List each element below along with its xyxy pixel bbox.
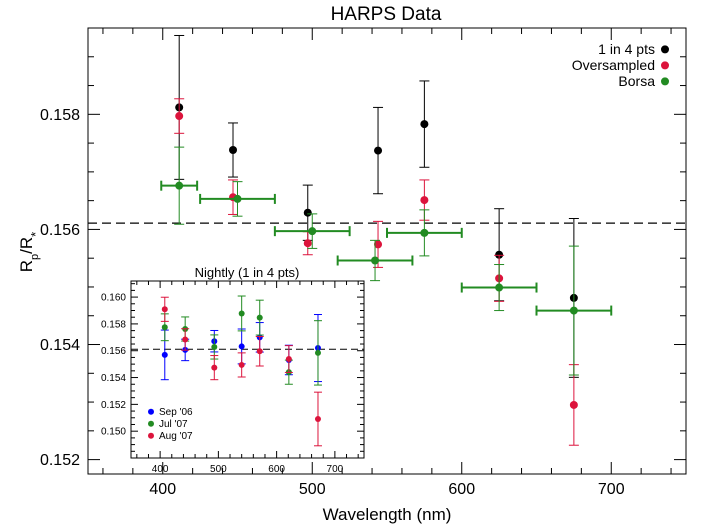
- inset-data-point: [314, 349, 321, 356]
- main-plot-frame: [87, 27, 687, 475]
- inset-data-point: [211, 343, 218, 350]
- main-y-tick-label: 0.154: [40, 337, 80, 354]
- inset-data-point: [285, 356, 292, 363]
- inset-x-tick-label: 400: [152, 464, 169, 475]
- main-y-tick-label: 0.152: [40, 452, 80, 469]
- main-legend-label: 1 in 4 pts: [598, 41, 655, 57]
- main-data-point: [175, 181, 184, 190]
- main-data-point: [420, 196, 429, 205]
- inset-legend-marker: [148, 432, 154, 439]
- inset-legend-label: Sep '06: [159, 407, 193, 418]
- main-data-point: [374, 146, 383, 155]
- main-tick-labels: 400 500 600 700 0.152 0.154 0.156 0.158: [40, 107, 625, 498]
- main-data-point: [420, 120, 429, 129]
- inset-data-points: [160, 295, 322, 447]
- main-x-tick-label: 600: [448, 481, 475, 498]
- inset-y-tick-label: 0.152: [101, 400, 126, 411]
- main-data-point: [175, 112, 184, 121]
- main-data-point: [371, 256, 380, 265]
- inset-legend-marker: [148, 420, 154, 427]
- main-x-tick-label: 700: [598, 481, 625, 498]
- inset-x-tick-label: 500: [210, 464, 227, 475]
- main-legend-marker: [661, 77, 669, 86]
- main-data-point: [420, 228, 429, 237]
- main-data-point: [374, 240, 383, 249]
- inset-data-point: [256, 348, 263, 355]
- main-data-point: [303, 239, 312, 248]
- main-axis-ticks: [88, 27, 686, 474]
- inset-y-tick-label: 0.158: [101, 319, 126, 330]
- main-legend-label: Borsa: [618, 73, 655, 89]
- inset-series: [160, 296, 322, 447]
- inset-chart: Nightly (1 in 4 pts) 400 500 600 700 0.150 0.…: [101, 265, 365, 475]
- main-data-points: [160, 34, 613, 446]
- main-data-point: [303, 208, 312, 217]
- inset-data-point: [182, 336, 189, 343]
- main-legend-label: Oversampled: [572, 57, 655, 73]
- inset-y-tick-label: 0.150: [101, 427, 126, 438]
- inset-x-tick-label: 700: [327, 464, 344, 475]
- inset-legend-label: Jul '07: [159, 419, 188, 430]
- inset-data-point: [314, 415, 321, 422]
- main-data-point: [229, 146, 238, 155]
- inset-legend-label: Aug '07: [159, 431, 193, 442]
- y-axis-label: Rp/R*: [17, 232, 43, 272]
- main-chart: HARPS Data 400 500 600 700 0.152 0.154 0.156 0.…: [17, 4, 687, 524]
- main-legend-marker: [661, 45, 669, 54]
- inset-data-point: [238, 343, 245, 350]
- inset-y-tick-label: 0.154: [101, 373, 126, 384]
- main-data-point: [569, 400, 578, 409]
- inset-axis-ticks: [131, 281, 364, 459]
- x-axis-label: Wavelength (nm): [323, 505, 452, 524]
- inset-legend-marker: [148, 408, 154, 415]
- main-y-tick-label: 0.156: [40, 222, 80, 239]
- main-x-tick-label: 500: [299, 481, 326, 498]
- inset-title: Nightly (1 in 4 pts): [195, 265, 300, 280]
- inset-data-point: [161, 306, 168, 313]
- main-legend-marker: [661, 61, 669, 70]
- main-data-point: [308, 227, 317, 236]
- inset-background: [131, 281, 364, 458]
- inset-y-tick-label: 0.160: [101, 293, 126, 304]
- inset-data-point: [211, 364, 218, 371]
- main-x-tick-label: 400: [149, 481, 176, 498]
- main-data-point: [495, 250, 504, 259]
- inset-data-point: [161, 324, 168, 331]
- inset-y-tick-label: 0.156: [101, 346, 126, 357]
- main-y-tick-label: 0.158: [40, 107, 80, 124]
- main-data-point: [569, 306, 578, 315]
- inset-data-point: [161, 351, 168, 358]
- inset-data-point: [238, 361, 245, 368]
- inset-data-point: [256, 314, 263, 321]
- inset-tick-labels: 400 500 600 700 0.150 0.152 0.154 0.156 0.158 0.1…: [101, 293, 344, 475]
- inset-data-point: [238, 310, 245, 317]
- inset-plot-frame: [130, 280, 365, 459]
- main-title: HARPS Data: [331, 4, 442, 25]
- main-series: [160, 146, 613, 376]
- main-data-point: [495, 283, 504, 292]
- main-data-point: [233, 194, 242, 203]
- inset-x-tick-label: 600: [268, 464, 285, 475]
